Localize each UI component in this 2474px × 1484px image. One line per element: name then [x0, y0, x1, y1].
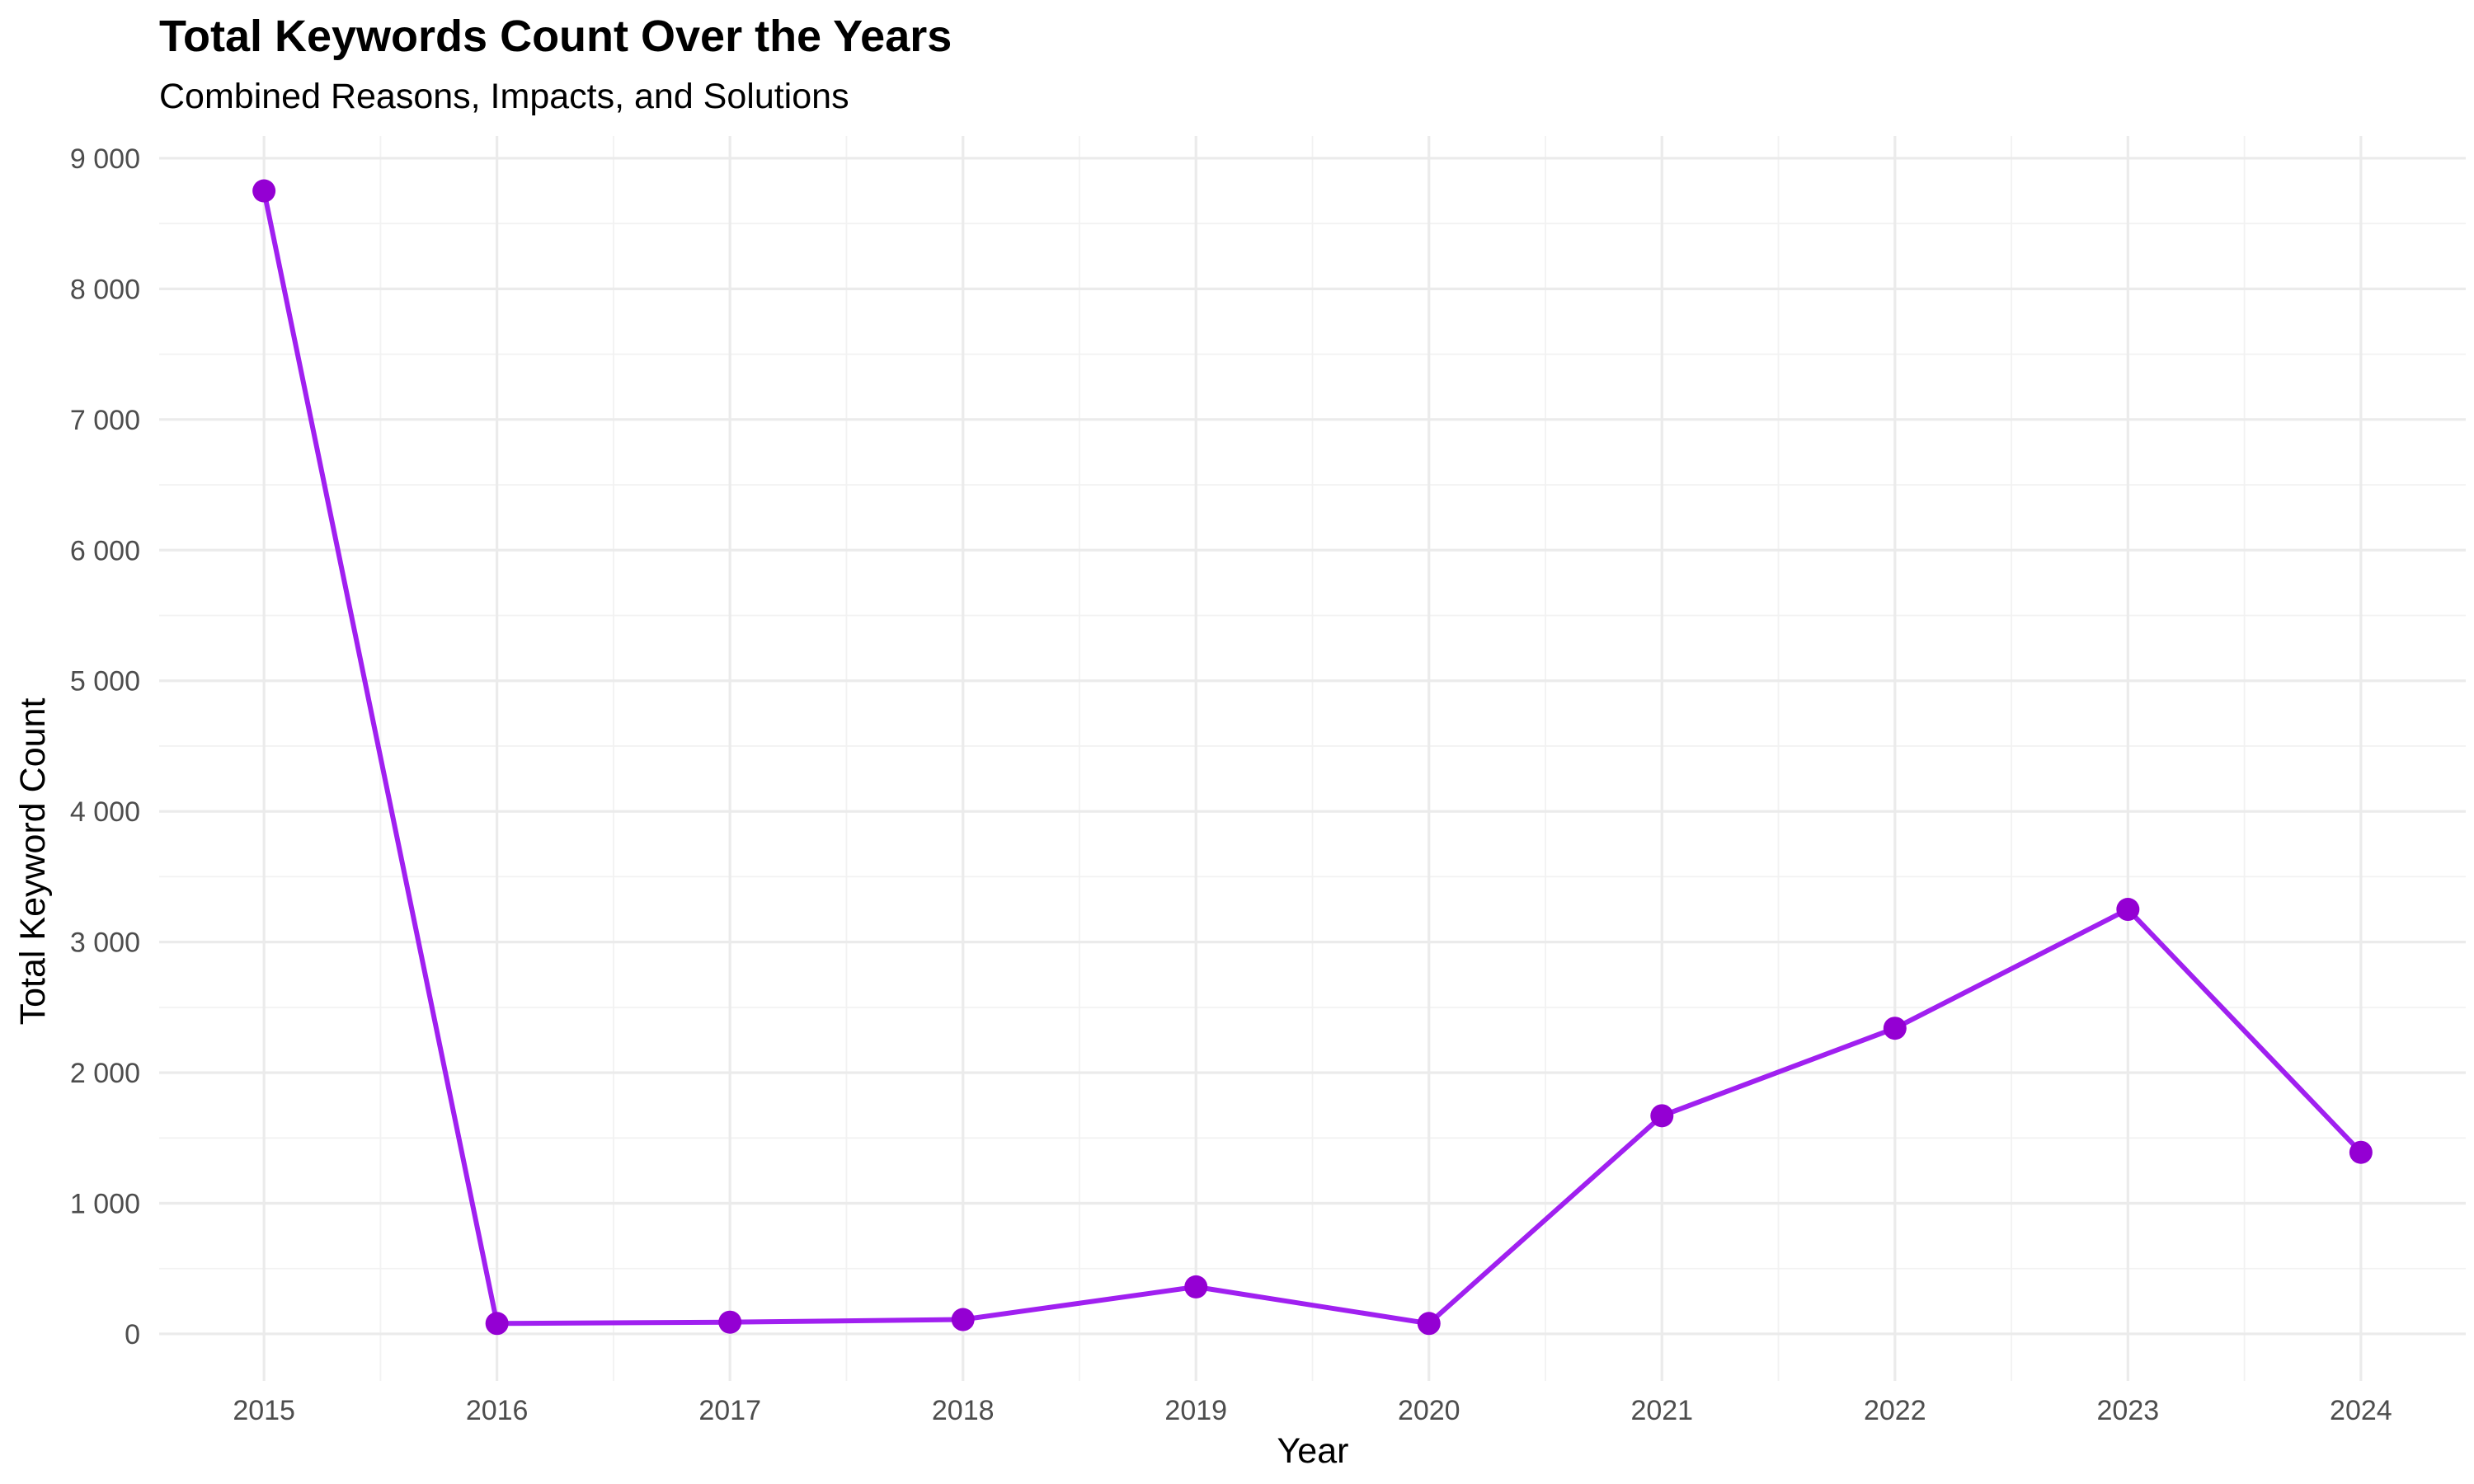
y-tick-label: 3 000	[70, 928, 140, 959]
y-tick-label: 9 000	[70, 143, 140, 175]
x-tick-label: 2024	[2330, 1395, 2392, 1426]
chart-title: Total Keywords Count Over the Years	[159, 12, 952, 61]
series-line	[261, 188, 2363, 1327]
y-tick-label: 5 000	[70, 666, 140, 697]
y-axis-title: Total Keyword Count	[13, 698, 53, 1026]
data-point	[1883, 1017, 1907, 1040]
data-point	[1184, 1275, 1208, 1298]
data-point	[1650, 1104, 1674, 1128]
data-point	[252, 179, 276, 203]
y-tick-label: 4 000	[70, 796, 140, 828]
grid	[159, 136, 2466, 1381]
x-tick-label: 2019	[1164, 1395, 1227, 1426]
y-tick-label: 6 000	[70, 535, 140, 566]
x-tick-label: 2021	[1630, 1395, 1693, 1426]
data-point	[2349, 1140, 2373, 1164]
chart-subtitle: Combined Reasons, Impacts, and Solutions	[159, 77, 849, 116]
data-point	[1417, 1312, 1441, 1336]
x-tick-label: 2015	[233, 1395, 295, 1426]
x-tick-label: 2022	[1864, 1395, 1926, 1426]
x-tick-label: 2016	[466, 1395, 529, 1426]
series-layer	[252, 179, 2373, 1336]
data-point	[718, 1310, 742, 1334]
x-tick-label: 2023	[2097, 1395, 2160, 1426]
x-tick-label: 2018	[932, 1395, 995, 1426]
x-tick-label: 2020	[1398, 1395, 1460, 1426]
y-tick-label: 1 000	[70, 1189, 140, 1220]
x-axis-title: Year	[1277, 1431, 1349, 1471]
y-axis-ticks: 0 1 000 2 000 3 000 4 000 5 000 6 000 7 000 8 00…	[70, 143, 140, 1350]
y-tick-label: 0	[125, 1319, 140, 1350]
y-tick-label: 8 000	[70, 274, 140, 305]
data-point	[2116, 898, 2140, 922]
y-tick-label: 2 000	[70, 1058, 140, 1089]
data-point	[951, 1308, 975, 1331]
y-tick-label: 7 000	[70, 405, 140, 436]
data-point	[485, 1312, 509, 1336]
x-axis-ticks: 2015 2016 2017 2018 2019 2020 2021 2022 2023 2024	[233, 1395, 2392, 1426]
x-tick-label: 2017	[698, 1395, 761, 1426]
